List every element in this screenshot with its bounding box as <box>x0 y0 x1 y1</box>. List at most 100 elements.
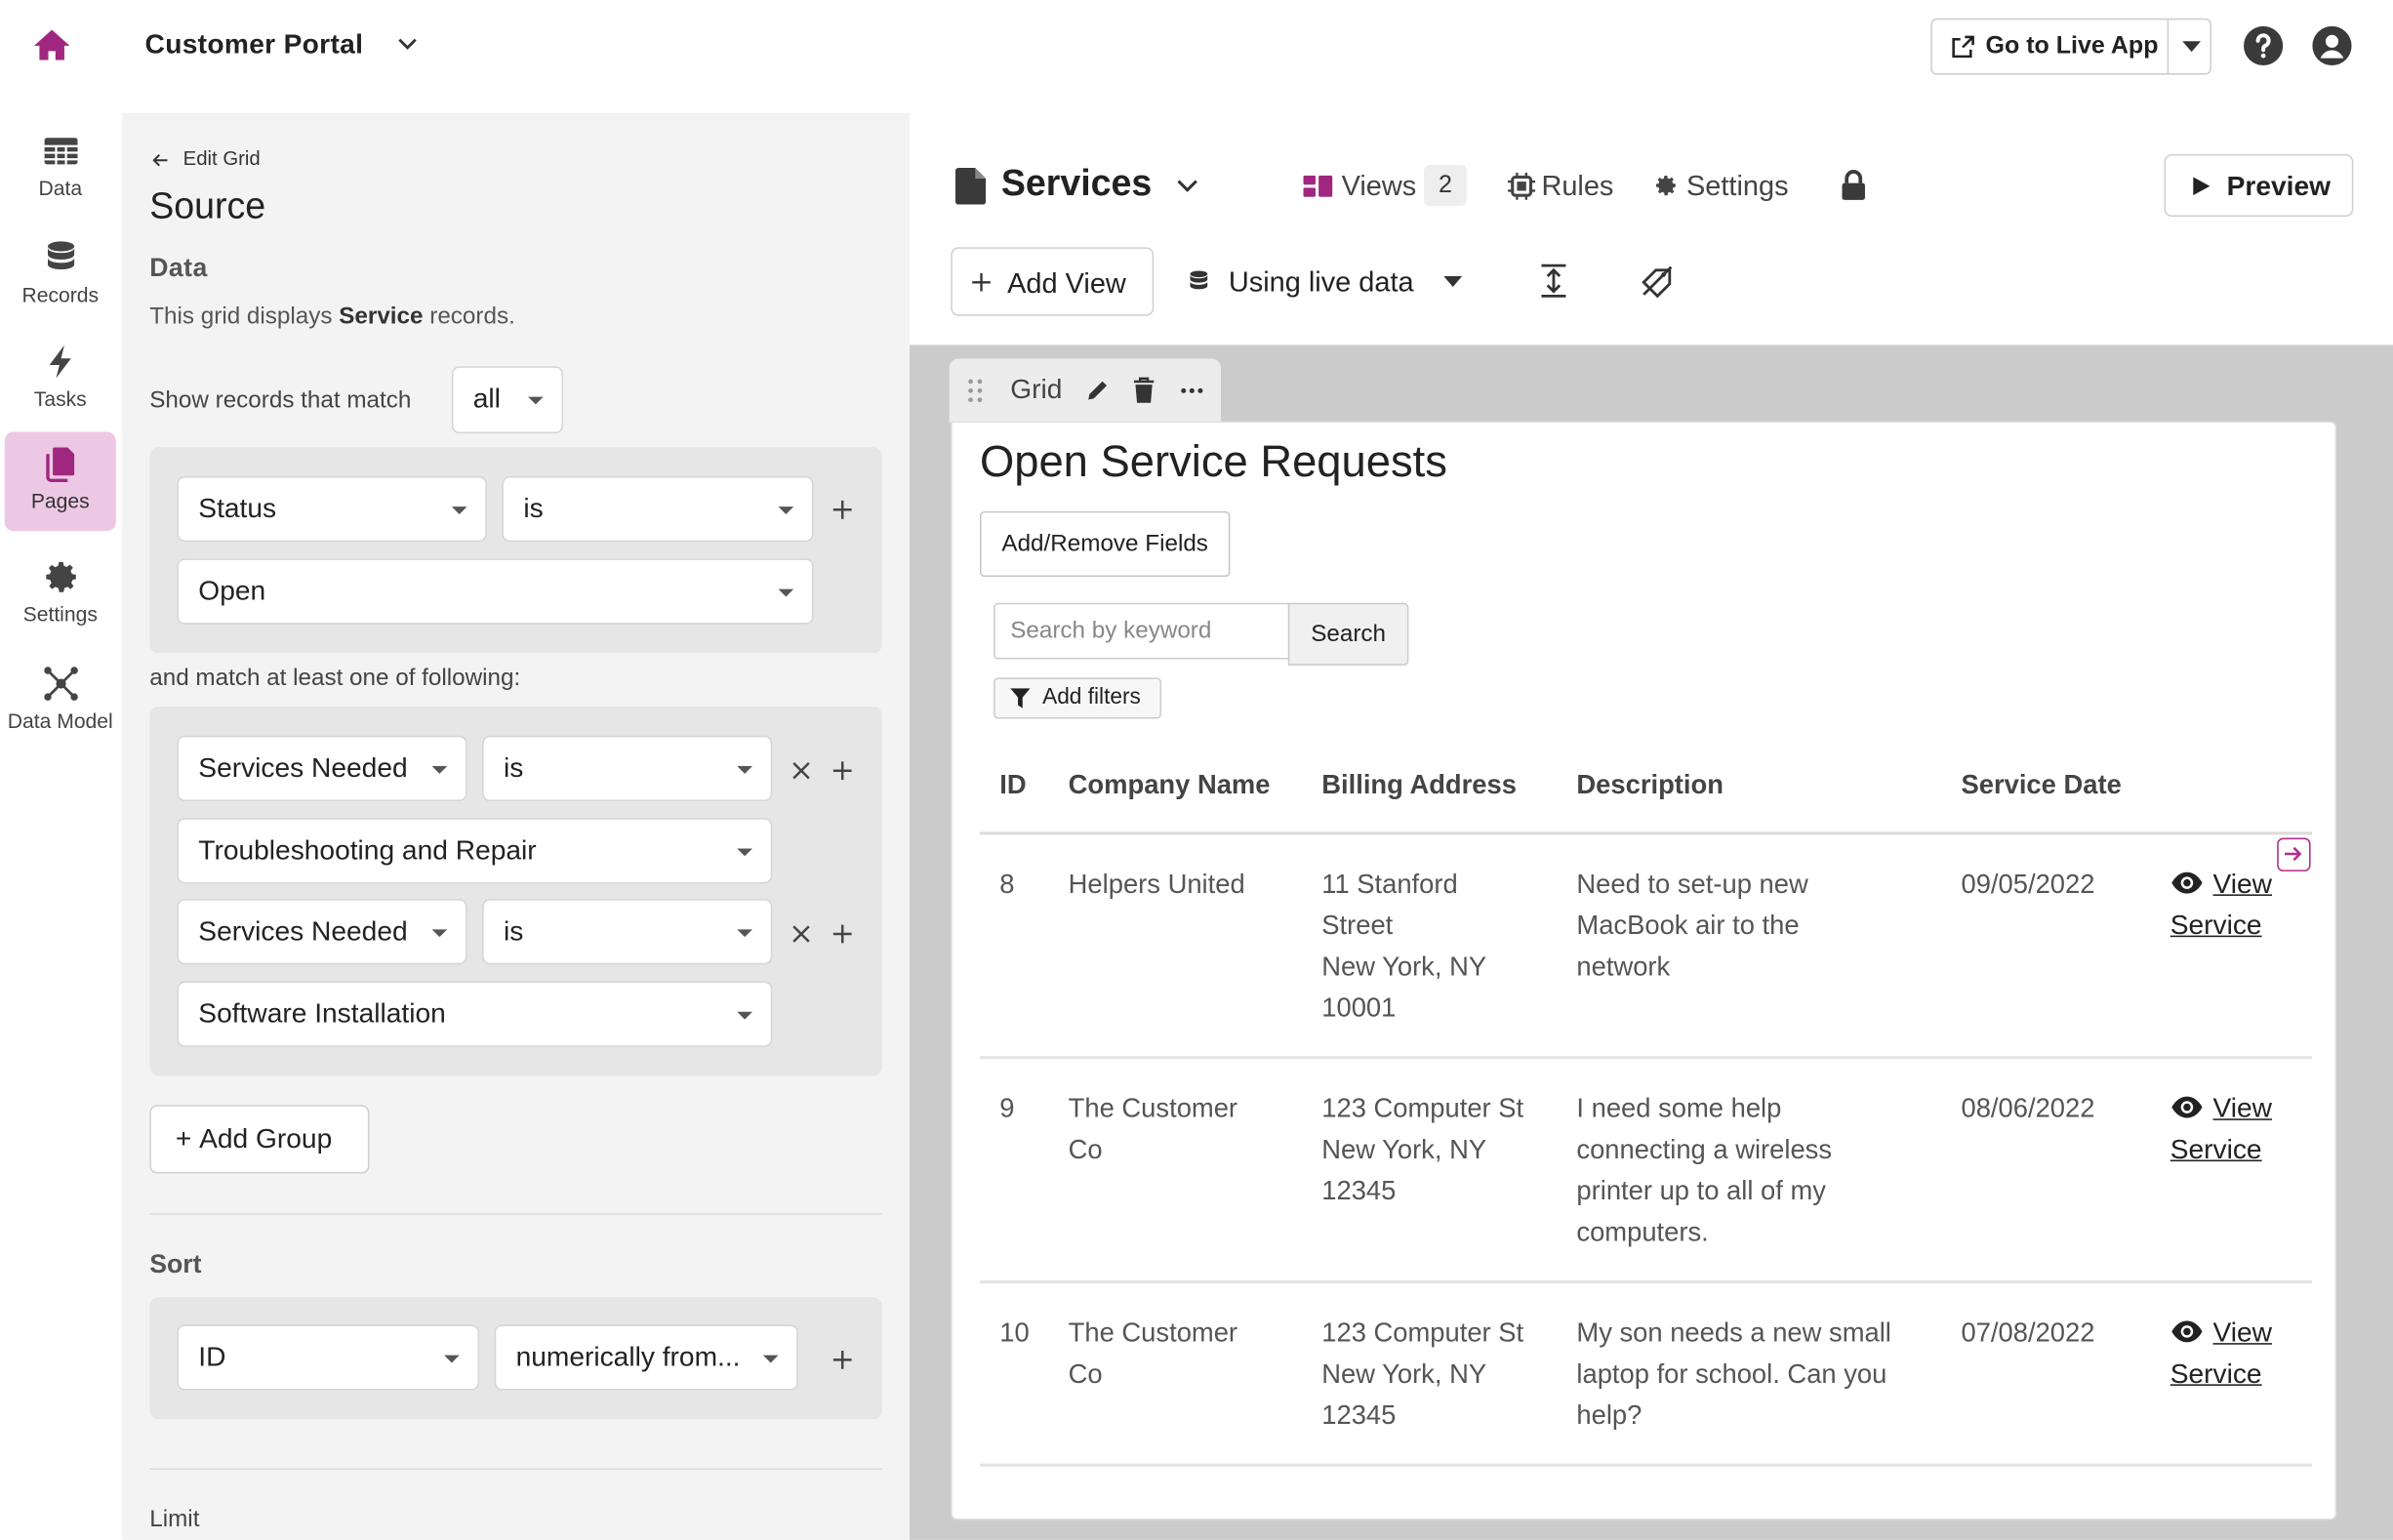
settings-tab[interactable]: Settings <box>1685 169 1789 202</box>
view-link-text: View <box>2212 1092 2273 1123</box>
filter-value-value: Software Installation <box>198 997 446 1030</box>
filter-field-select[interactable]: Status <box>177 475 487 543</box>
rules-tab[interactable]: Rules <box>1541 169 1614 202</box>
sort-order-select[interactable]: numerically from... <box>494 1324 798 1391</box>
filter-operator-select[interactable]: is <box>482 735 773 801</box>
grid-view-tab[interactable]: Grid <box>949 358 1222 424</box>
user-avatar-icon[interactable] <box>2311 24 2354 67</box>
sort-heading: Sort <box>149 1249 202 1279</box>
filter-field-select[interactable]: Services Needed <box>177 899 467 965</box>
column-header-company-name[interactable]: Company Name <box>1068 769 1271 800</box>
divider <box>149 1213 882 1215</box>
trash-icon[interactable] <box>1132 377 1155 403</box>
cell-line: 12345 <box>1321 1399 1397 1431</box>
cell-line: 11 Stanford <box>1321 868 1458 900</box>
rail-label: Settings <box>22 602 98 627</box>
header-divider <box>979 831 2313 834</box>
back-to-edit-grid-link[interactable]: Edit Grid <box>149 146 261 170</box>
add-view-button[interactable]: Add View <box>951 247 1155 316</box>
views-icon <box>1303 175 1333 197</box>
filter-operator-value: is <box>504 751 524 784</box>
views-count-badge: 2 <box>1424 164 1467 207</box>
lock-icon[interactable] <box>1841 170 1867 202</box>
search-input[interactable]: Search by keyword <box>994 602 1290 660</box>
add-filters-button[interactable]: Add filters <box>994 677 1162 719</box>
filter-field-value: Services Needed <box>198 915 408 947</box>
desc-prefix: This grid displays <box>149 304 340 330</box>
sort-field-select[interactable]: ID <box>177 1324 480 1391</box>
divider <box>149 1468 882 1470</box>
rail-item-data[interactable]: Data <box>5 119 116 219</box>
filter-field-select[interactable]: Services Needed <box>177 735 467 801</box>
service-link-text: Service <box>2170 1133 2262 1165</box>
add-rule-plus-icon[interactable] <box>831 923 853 945</box>
filter-value-value: Troubleshooting and Repair <box>198 834 537 866</box>
remove-rule-x-icon[interactable] <box>791 923 812 945</box>
remove-rule-x-icon[interactable] <box>791 760 812 782</box>
cell-line: printer up to all of my <box>1576 1175 1826 1206</box>
caret-down-icon[interactable] <box>1443 276 1463 287</box>
cell-billing-address: 123 Computer St New York, NY 12345 <box>1321 1313 1523 1437</box>
column-header-service-date[interactable]: Service Date <box>1961 769 2122 800</box>
views-tab[interactable]: Views <box>1341 169 1417 202</box>
open-record-arrow-icon[interactable] <box>2277 837 2311 871</box>
column-header-description[interactable]: Description <box>1576 769 1724 800</box>
preview-button[interactable]: Preview <box>2164 153 2354 218</box>
cell-line: 10001 <box>1321 992 1397 1023</box>
data-mode-select[interactable]: Using live data <box>1228 265 1414 298</box>
chevron-down-icon[interactable] <box>1172 171 1202 201</box>
chevron-down-icon[interactable] <box>393 30 421 58</box>
cell-line: The Customer <box>1068 1317 1238 1348</box>
grid-tab-label: Grid <box>1010 374 1063 405</box>
rail-item-records[interactable]: Records <box>5 225 116 325</box>
cell-billing-address: 11 Stanford Street New York, NY 10001 <box>1321 864 1486 1029</box>
preview-label: Preview <box>2226 171 2331 202</box>
cell-description: My son needs a new small laptop for schoo… <box>1576 1313 1890 1437</box>
caret-down-icon[interactable] <box>2182 41 2201 53</box>
add-rule-plus-icon[interactable] <box>831 499 853 520</box>
page-title[interactable]: Services <box>1000 163 1153 205</box>
drag-handle-icon[interactable] <box>967 379 983 403</box>
more-options-icon[interactable] <box>1180 379 1204 403</box>
column-header-billing-address[interactable]: Billing Address <box>1321 769 1517 800</box>
filter-value-select[interactable]: Software Installation <box>177 981 773 1047</box>
filter-value-select[interactable]: Open <box>177 558 814 625</box>
filter-operator-select[interactable]: is <box>482 899 773 965</box>
rail-item-tasks[interactable]: Tasks <box>5 330 116 429</box>
cell-company-name: The Customer Co <box>1069 1088 1237 1170</box>
rail-item-pages[interactable]: Pages <box>4 431 116 532</box>
styles-off-icon[interactable] <box>1640 263 1677 300</box>
home-icon[interactable] <box>30 24 73 67</box>
cell-line: computers. <box>1576 1216 1709 1247</box>
go-to-live-app-label: Go to Live App <box>1985 33 2159 60</box>
caret-down-icon <box>528 396 544 405</box>
rail-label: Data Model <box>7 709 113 733</box>
cell-service-date: 09/05/2022 <box>1961 868 2095 900</box>
pencil-icon[interactable] <box>1085 377 1112 403</box>
go-to-live-app-button[interactable]: Go to Live App <box>1930 18 2211 75</box>
service-link-text: Service <box>2170 910 2262 941</box>
cell-line: help? <box>1576 1399 1643 1431</box>
rail-item-data-model[interactable]: Data Model <box>5 652 116 751</box>
view-link-text: View <box>2212 868 2273 900</box>
cell-line: My son needs a new small <box>1576 1317 1891 1348</box>
search-button[interactable]: Search <box>1287 602 1409 666</box>
cell-id: 9 <box>999 1092 1015 1123</box>
row-height-icon[interactable] <box>1537 263 1570 300</box>
caret-down-icon <box>431 929 448 938</box>
limit-heading: Limit <box>149 1506 200 1533</box>
arrow-left-icon <box>152 154 168 167</box>
add-rule-plus-icon[interactable] <box>831 760 853 782</box>
match-mode-select[interactable]: all <box>451 366 564 434</box>
filter-operator-select[interactable]: is <box>502 475 814 543</box>
filter-value-select[interactable]: Troubleshooting and Repair <box>177 818 773 884</box>
help-icon[interactable] <box>2242 24 2285 67</box>
add-sort-plus-icon[interactable] <box>831 1349 853 1370</box>
cell-id: 10 <box>999 1317 1030 1348</box>
add-group-button[interactable]: + Add Group <box>149 1105 370 1174</box>
rail-item-settings[interactable]: Settings <box>5 545 116 644</box>
or-group-label: and match at least one of following: <box>149 665 521 692</box>
app-title[interactable]: Customer Portal <box>144 28 364 60</box>
column-header-id[interactable]: ID <box>999 769 1027 800</box>
add-remove-fields-button[interactable]: Add/Remove Fields <box>979 510 1231 578</box>
